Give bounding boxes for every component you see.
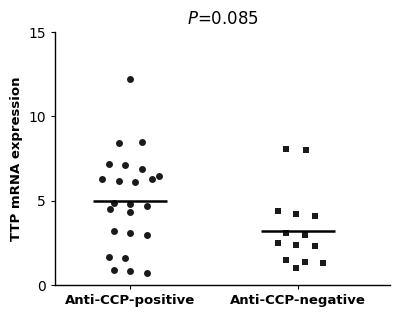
Point bbox=[127, 209, 134, 214]
Point bbox=[110, 200, 117, 205]
Point bbox=[139, 139, 145, 144]
Point bbox=[122, 163, 128, 168]
Point bbox=[275, 241, 281, 246]
Point bbox=[116, 141, 122, 146]
Point bbox=[105, 161, 112, 166]
Point bbox=[127, 230, 134, 236]
Point bbox=[302, 233, 308, 238]
Point bbox=[283, 257, 290, 262]
Point bbox=[149, 176, 155, 181]
Y-axis label: TTP mRNA expression: TTP mRNA expression bbox=[10, 76, 23, 241]
Point bbox=[293, 266, 300, 271]
Point bbox=[127, 77, 134, 82]
Point bbox=[156, 173, 162, 178]
Point bbox=[105, 254, 112, 259]
Point bbox=[132, 180, 139, 185]
Point bbox=[312, 214, 318, 219]
Point bbox=[144, 270, 150, 275]
Point bbox=[293, 212, 300, 217]
Point bbox=[302, 259, 308, 264]
Title: $\it{P}$=0.085: $\it{P}$=0.085 bbox=[186, 10, 259, 28]
Point bbox=[144, 233, 150, 238]
Point bbox=[116, 178, 122, 183]
Point bbox=[303, 148, 310, 153]
Point bbox=[110, 229, 117, 234]
Point bbox=[320, 261, 326, 266]
Point bbox=[144, 204, 150, 209]
Point bbox=[99, 176, 105, 181]
Point bbox=[139, 166, 145, 171]
Point bbox=[122, 256, 128, 261]
Point bbox=[283, 146, 290, 151]
Point bbox=[127, 202, 134, 207]
Point bbox=[283, 230, 290, 236]
Point bbox=[107, 207, 114, 212]
Point bbox=[127, 268, 134, 274]
Point bbox=[293, 242, 300, 247]
Point bbox=[275, 209, 281, 214]
Point bbox=[312, 244, 318, 249]
Point bbox=[110, 268, 117, 273]
